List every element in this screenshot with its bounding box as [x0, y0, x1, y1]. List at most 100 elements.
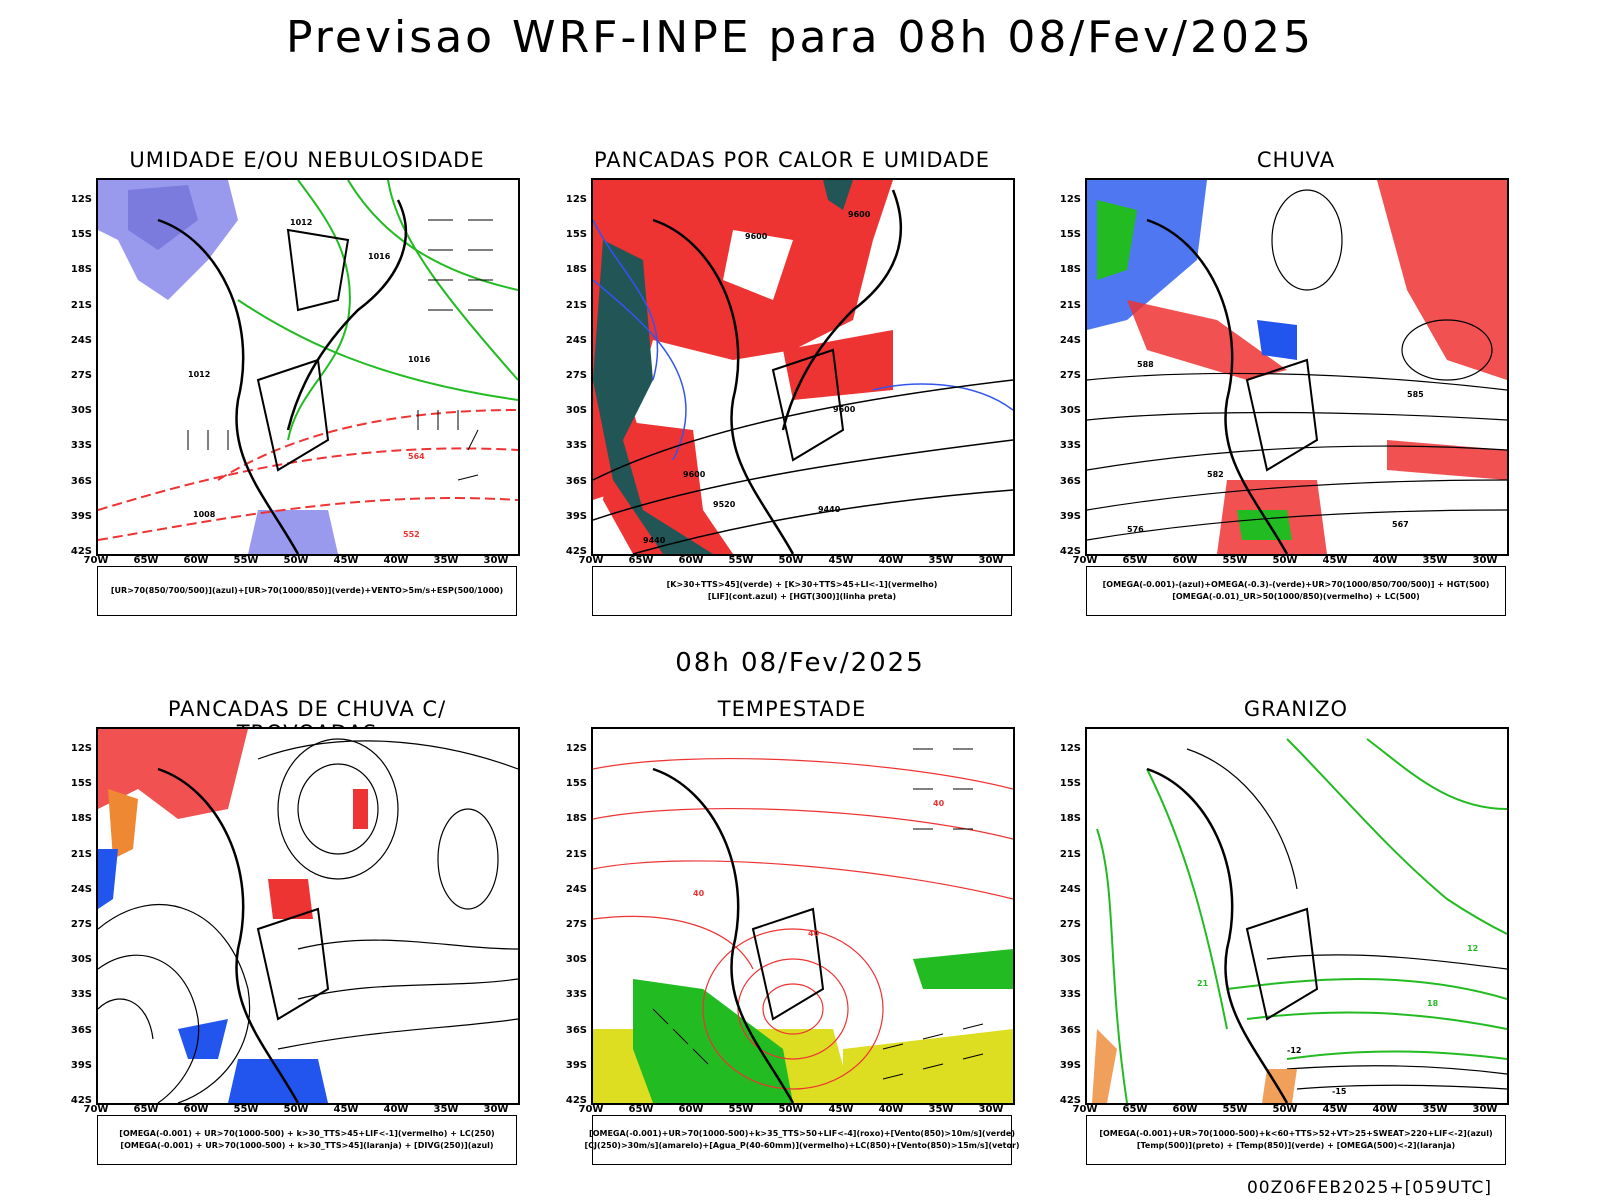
contour-label: 12	[1467, 944, 1479, 953]
legend-pancadas-chuva: [OMEGA(-0.001) + UR>70(1000-500) + k>30_…	[97, 1115, 517, 1165]
legend-line: [OMEGA(-0.01)_UR>50(1000/850)(vermelho) …	[1172, 592, 1420, 601]
lat-tick-label: 39S	[70, 1059, 92, 1071]
legend-line: [LIF](cont.azul) + [HGT(300)](linha pret…	[707, 592, 897, 601]
contour-label: 9440	[643, 536, 666, 545]
lat-tick-label: 24S	[70, 883, 92, 895]
legend-line: [OMEGA(-0.001)-(azul)+OMEGA(-0.3)-(verde…	[1102, 580, 1490, 589]
lon-tick-label: 45W	[1322, 555, 1348, 566]
lon-tick-label: 55W	[1222, 1104, 1248, 1115]
contour-label: 9600	[848, 210, 871, 219]
lat-tick-label: 30S	[565, 405, 587, 417]
lon-tick-label: 45W	[828, 555, 854, 566]
map-umidade-svg	[98, 180, 518, 554]
contour-label: 588	[1137, 360, 1154, 369]
lat-tick-label: 27S	[1059, 919, 1081, 930]
contour-label: 576	[1127, 525, 1144, 534]
lat-tick-label: 39S	[1059, 1059, 1081, 1071]
lat-tick-label: 24S	[1059, 883, 1081, 895]
lat-tick-label: 15S	[565, 778, 587, 790]
lat-tick-label: 12S	[565, 743, 587, 754]
contour-label: 9600	[745, 232, 768, 241]
map-pancadas-chuva	[96, 727, 520, 1105]
panel-title-pancadas-calor: PANCADAS POR CALOR E UMIDADE	[593, 148, 991, 172]
lat-tick-label: 30S	[70, 405, 92, 417]
lat-tick-label: 30S	[1059, 405, 1081, 417]
lon-tick-label: 40W	[383, 1104, 409, 1115]
lon-tick-label: 35W	[1422, 1104, 1448, 1115]
contour-label: 585	[1407, 390, 1424, 399]
lat-tick-label: 36S	[1059, 475, 1081, 487]
lon-tick-label: 45W	[333, 1104, 359, 1115]
lon-tick-label: 40W	[1372, 555, 1398, 566]
lat-tick-label: 18S	[1059, 264, 1081, 276]
lon-tick-label: 45W	[828, 1104, 854, 1115]
lon-tick-label: 50W	[778, 555, 804, 566]
lat-tick-label: 30S	[1059, 954, 1081, 966]
run-timestamp: 00Z06FEB2025+[059UTC]	[1246, 1178, 1492, 1198]
legend-pancadas-calor: [K>30+TTS>45](verde) + [K>30+TTS>45+LI<-…	[592, 566, 1012, 616]
legend-chuva: [OMEGA(-0.001)-(azul)+OMEGA(-0.3)-(verde…	[1086, 566, 1506, 616]
lat-tick-label: 36S	[565, 475, 587, 487]
lat-tick-label: 33S	[70, 989, 92, 1001]
lon-tick-label: 55W	[1222, 555, 1248, 566]
lon-tick-label: 45W	[333, 555, 359, 566]
lat-tick-label: 12S	[565, 194, 587, 205]
lat-tick-label: 27S	[565, 370, 587, 381]
map-tempestade: 40 40 40	[591, 727, 1015, 1105]
valid-time-label: 08h 08/Fev/2025	[675, 648, 925, 678]
lat-tick-label: 18S	[565, 264, 587, 276]
lon-tick-label: 70W	[578, 1104, 604, 1115]
lat-tick-label: 15S	[1059, 778, 1081, 790]
lon-tick-label: 65W	[1122, 1104, 1148, 1115]
contour-label: 564	[408, 452, 425, 461]
map-chuva-svg	[1087, 180, 1507, 554]
contour-label: 18	[1427, 999, 1439, 1008]
lon-tick-label: 65W	[133, 1104, 159, 1115]
lon-tick-label: 50W	[778, 1104, 804, 1115]
lat-tick-label: 21S	[70, 848, 92, 860]
panel-title-tempestade: TEMPESTADE	[717, 697, 867, 721]
contour-label: 1016	[408, 355, 431, 364]
lon-tick-label: 70W	[83, 1104, 109, 1115]
lon-tick-label: 45W	[1322, 1104, 1348, 1115]
lat-tick-label: 21S	[565, 848, 587, 860]
lon-tick-label: 35W	[433, 555, 459, 566]
lon-tick-label: 60W	[1172, 555, 1198, 566]
lon-tick-label: 30W	[483, 1104, 509, 1115]
lon-tick-label: 70W	[1072, 555, 1098, 566]
lon-tick-label: 35W	[928, 555, 954, 566]
lon-tick-label: 70W	[83, 555, 109, 566]
contour-label: 40	[933, 799, 945, 808]
legend-line: [CJ(250)>30m/s](amarelo)+[Agua_P(40-60mm…	[584, 1141, 1020, 1150]
lat-tick-label: 21S	[70, 299, 92, 311]
lat-tick-label: 42S	[70, 546, 92, 557]
lat-tick-label: 12S	[70, 743, 92, 754]
lat-tick-label: 18S	[70, 813, 92, 825]
legend-tempestade: [OMEGA(-0.001)+UR>70(1000-500)+k>35_TTS>…	[584, 1115, 1020, 1165]
contour-label: 1016	[368, 252, 391, 261]
lat-tick-label: 36S	[70, 475, 92, 487]
lat-tick-label: 39S	[565, 510, 587, 522]
contour-label: 21	[1197, 979, 1209, 988]
lon-tick-label: 35W	[433, 1104, 459, 1115]
contour-label: 9520	[713, 500, 736, 509]
contour-label: 567	[1392, 520, 1409, 529]
lat-tick-label: 42S	[1059, 546, 1081, 557]
lat-tick-label: 30S	[70, 954, 92, 966]
lat-tick-label: 36S	[565, 1024, 587, 1036]
lat-tick-label: 15S	[1059, 229, 1081, 241]
lat-tick-label: 33S	[1059, 440, 1081, 452]
lat-tick-label: 27S	[1059, 370, 1081, 381]
lon-tick-label: 55W	[728, 1104, 754, 1115]
lon-tick-label: 60W	[183, 555, 209, 566]
contour-label: -12	[1287, 1046, 1302, 1055]
lon-tick-label: 65W	[1122, 555, 1148, 566]
lat-tick-label: 21S	[1059, 848, 1081, 860]
legend-line: [OMEGA(-0.001)+UR>70(1000-500)+k<60+TTS>…	[1099, 1129, 1493, 1138]
lon-tick-label: 50W	[283, 1104, 309, 1115]
panel-title-granizo: GRANIZO	[1243, 697, 1349, 721]
lat-tick-label: 15S	[70, 778, 92, 790]
lon-tick-label: 60W	[183, 1104, 209, 1115]
lat-tick-label: 12S	[1059, 743, 1081, 754]
lon-tick-label: 60W	[1172, 1104, 1198, 1115]
